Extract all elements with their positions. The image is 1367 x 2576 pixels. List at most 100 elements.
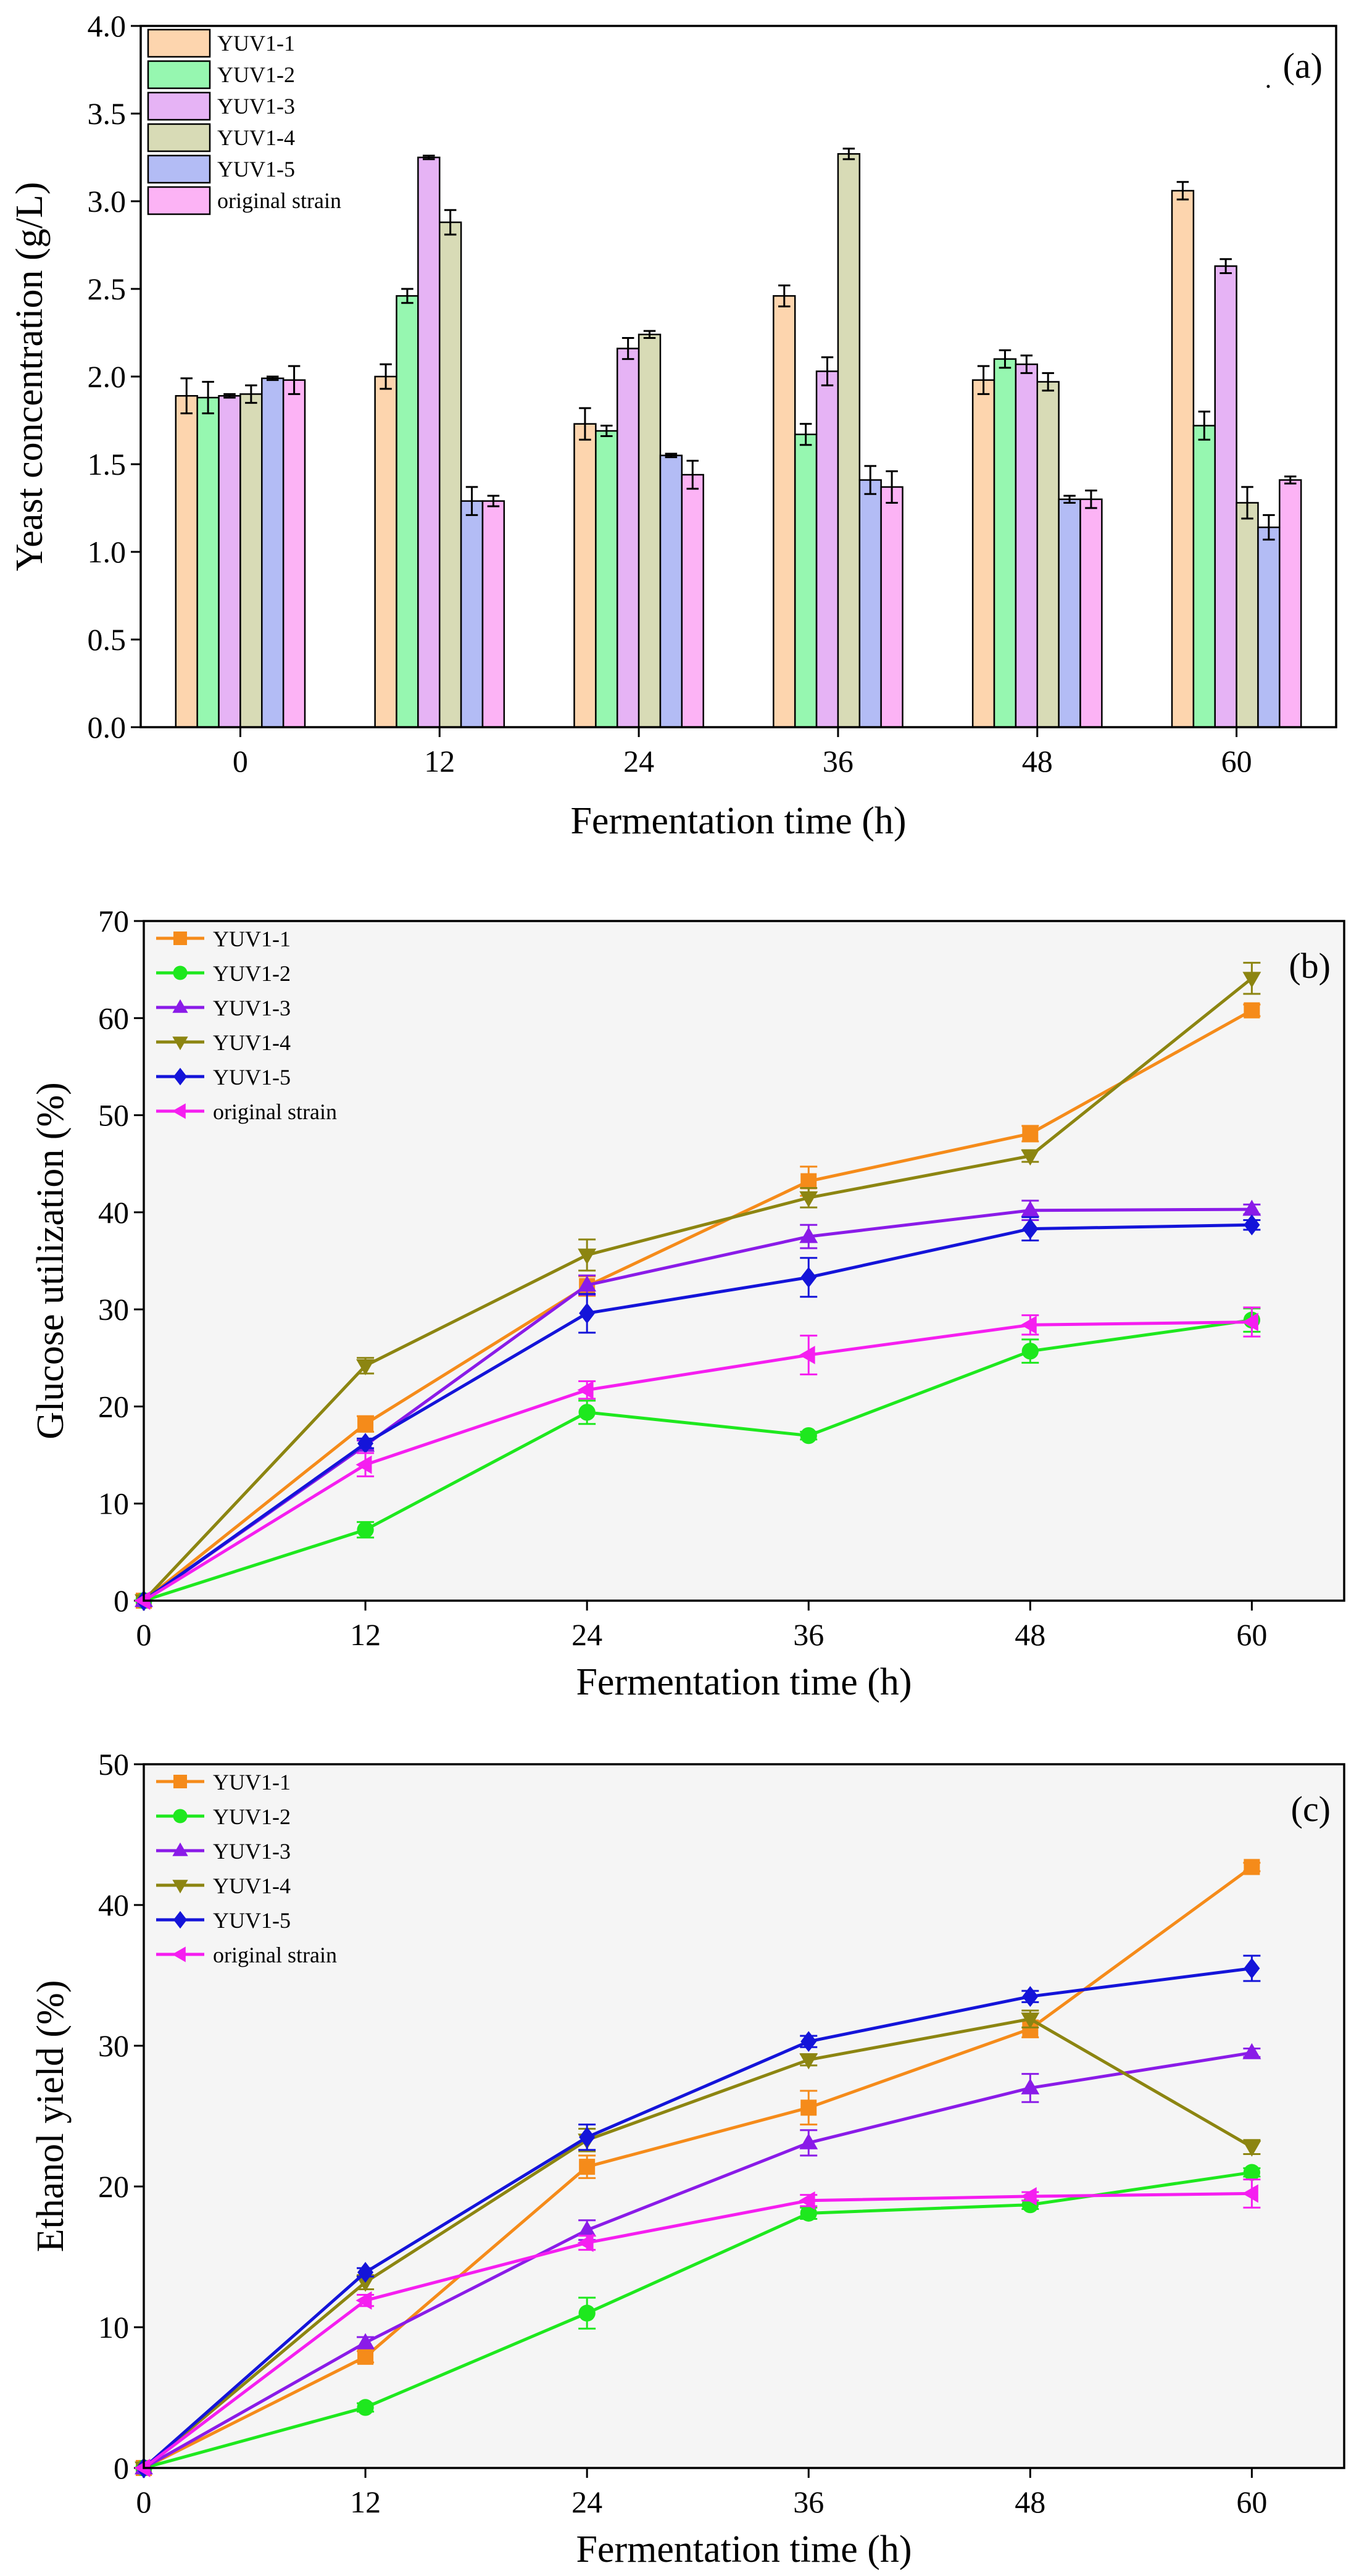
x-tick-label: 36 [793, 2485, 824, 2519]
error-bar-yuv1-4-60h [1241, 486, 1253, 520]
error-bar-yuv1-3-12h [423, 154, 435, 160]
plot-area [141, 26, 1336, 727]
legend-marker-original-strain [172, 1103, 186, 1119]
y-tick-label: 1.0 [88, 535, 127, 569]
error-bar-yuv1-4-24h [643, 330, 656, 340]
error-bar-yuv1-4-12h [444, 209, 457, 236]
error-bar-yuv1-3-36h [821, 356, 834, 386]
series-line-yuv1-1 [143, 1865, 1253, 2470]
series-line-original-strain [143, 1320, 1252, 1603]
y-tick-label: 0 [114, 1583, 129, 1618]
x-tick-label: 60 [1236, 1617, 1267, 1652]
bar-yuv1-5-0h [261, 377, 285, 728]
y-tick-label: 0 [114, 2451, 129, 2485]
error-bar-original-strain-0h [288, 365, 301, 395]
y-tick-label: 50 [98, 1098, 129, 1133]
marker-yuv1-1-60h [1244, 1002, 1260, 1019]
marker-original-strain-0h [134, 1591, 151, 1610]
bar-original-strain-36h [880, 486, 904, 728]
legend-label-yuv1-3: YUV1-3 [213, 1839, 291, 1864]
series-yuv1-4 [135, 962, 1261, 1611]
legend-label-yuv1-2: YUV1-2 [217, 62, 295, 87]
error-bar-yuv1-5-36h [864, 465, 876, 495]
marker-yuv1-2-24h [578, 2304, 596, 2322]
bar-yuv1-3-48h [1015, 363, 1039, 728]
bar-yuv1-3-60h [1214, 265, 1237, 728]
error-bar-original-strain-60h [1284, 475, 1297, 485]
bar-yuv1-5-24h [659, 454, 683, 728]
series-original-strain [134, 2178, 1261, 2477]
bar-yuv1-5-60h [1257, 526, 1281, 728]
error-bar-yuv1-1-48h [977, 365, 990, 395]
legend-marker-yuv1-5 [173, 1067, 187, 1086]
legend-swatch-yuv1-3 [147, 91, 211, 121]
bar-yuv1-2-0h [196, 396, 220, 728]
plot-frame [143, 1763, 1345, 2469]
marker-yuv1-4-36h [799, 2053, 818, 2070]
bar-original-strain-48h [1079, 498, 1103, 728]
marker-yuv1-1-48h [1022, 1125, 1039, 1142]
marker-yuv1-4-12h [356, 1359, 375, 1375]
bar-yuv1-1-24h [573, 423, 597, 728]
legend-label-yuv1-4: YUV1-4 [213, 1874, 291, 1898]
legend-marker-yuv1-2 [173, 1809, 188, 1824]
marker-original-strain-60h [1242, 1312, 1258, 1332]
x-tick-label: 24 [571, 1617, 602, 1652]
marker-original-strain-12h [355, 1455, 372, 1474]
marker-yuv1-1-12h [357, 1415, 374, 1432]
legend-marker-yuv1-1 [173, 932, 187, 945]
error-bar-yuv1-1-0h [180, 377, 193, 415]
error-bar-yuv1-5-48h [1063, 494, 1076, 504]
y-tick-label: 20 [98, 2169, 129, 2204]
series-original-strain [134, 1306, 1261, 1610]
error-bar-yuv1-2-60h [1198, 411, 1211, 441]
plot-area [144, 921, 1344, 1601]
error-bar-yuv1-5-0h [266, 375, 279, 381]
legend-swatch-yuv1-5 [147, 154, 211, 184]
y-tick-label: 30 [98, 1292, 129, 1327]
panel-a-yeast-concentration-chart: 0.0 0.5 1.0 1.5 2.0 2.5 3.0 3.5 4.0 0 12 24 36 48 60 YU… [9, 9, 1337, 842]
marker-original-strain-36h [799, 2191, 815, 2210]
bar-yuv1-2-24h [595, 430, 618, 728]
marker-yuv1-4-12h [356, 2275, 375, 2292]
marker-yuv1-4-48h [1021, 1149, 1040, 1166]
bar-original-strain-60h [1279, 479, 1302, 728]
x-tick-label: 12 [350, 2485, 381, 2519]
bar-yuv1-1-36h [773, 295, 796, 728]
legend-label-yuv1-5: YUV1-5 [217, 157, 295, 181]
x-tick-label: 48 [1022, 744, 1053, 778]
legend-label-yuv1-4: YUV1-4 [213, 1030, 291, 1055]
error-bar-yuv1-4-48h [1042, 372, 1054, 392]
error-bar-original-strain-24h [686, 459, 699, 490]
legend-label-yuv1-5: YUV1-5 [213, 1908, 291, 1933]
y-tick-label: 20 [98, 1389, 129, 1423]
legend-label-yuv1-2: YUV1-2 [213, 961, 291, 986]
legend-label-yuv1-1: YUV1-1 [213, 927, 291, 951]
marker-yuv1-4-60h [1242, 972, 1261, 988]
panel-label: (a) [1283, 46, 1323, 86]
legend-marker-yuv1-3 [172, 1842, 188, 1856]
series-yuv1-3 [135, 2043, 1261, 2475]
legend: YUV1-1 YUV1-2 YUV1-3 YUV1-4 YUV1-5 original s… [156, 1770, 337, 1967]
series-line-yuv1-2 [143, 2170, 1252, 2470]
legend-marker-yuv1-2 [173, 965, 188, 980]
marker-yuv1-1-24h [579, 2159, 596, 2175]
marker-yuv1-5-48h [1022, 1218, 1039, 1240]
marker-yuv1-3-60h [1242, 2043, 1261, 2059]
legend-marker-yuv1-4 [172, 1036, 188, 1051]
stray-dot [1266, 85, 1270, 88]
marker-yuv1-5-12h [357, 2262, 374, 2283]
marker-yuv1-3-24h [578, 1275, 597, 1292]
error-bar-original-strain-12h [487, 494, 500, 507]
legend-label-yuv1-1: YUV1-1 [217, 31, 295, 56]
bar-yuv1-5-48h [1058, 498, 1081, 728]
y-tick-label: 30 [98, 2028, 129, 2063]
bar-yuv1-1-0h [175, 394, 198, 728]
marker-yuv1-2-12h [357, 1521, 374, 1538]
plot-area [144, 1764, 1344, 2468]
y-tick-label: 4.0 [88, 9, 127, 43]
bar-yuv1-1-60h [1171, 190, 1195, 728]
error-bar-yuv1-1-36h [778, 284, 791, 307]
legend-swatch-original-strain [147, 186, 211, 215]
